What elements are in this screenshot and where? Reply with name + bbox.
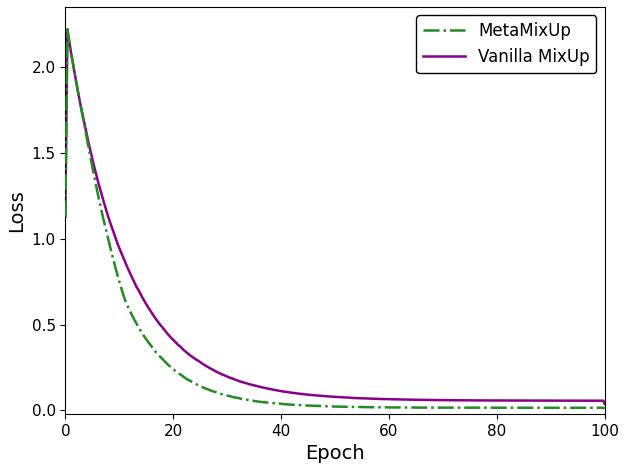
Vanilla MixUp bbox=[601, 401, 608, 407]
Vanilla MixUp bbox=[376, 396, 383, 402]
Vanilla MixUp bbox=[61, 214, 69, 219]
MetaMixUp bbox=[601, 406, 608, 411]
Vanilla MixUp bbox=[526, 398, 534, 403]
MetaMixUp bbox=[376, 405, 383, 410]
MetaMixUp bbox=[95, 197, 103, 203]
MetaMixUp bbox=[471, 405, 479, 410]
MetaMixUp bbox=[389, 405, 397, 410]
MetaMixUp bbox=[61, 214, 69, 219]
Y-axis label: Loss: Loss bbox=[7, 189, 26, 232]
Legend: MetaMixUp, Vanilla MixUp: MetaMixUp, Vanilla MixUp bbox=[416, 16, 597, 73]
MetaMixUp bbox=[526, 405, 534, 411]
Line: MetaMixUp: MetaMixUp bbox=[65, 29, 605, 408]
MetaMixUp bbox=[64, 26, 71, 32]
Vanilla MixUp bbox=[95, 183, 103, 188]
X-axis label: Epoch: Epoch bbox=[305, 444, 365, 463]
Vanilla MixUp bbox=[389, 397, 397, 402]
Vanilla MixUp bbox=[471, 398, 479, 403]
MetaMixUp bbox=[406, 405, 413, 410]
Line: Vanilla MixUp: Vanilla MixUp bbox=[65, 29, 605, 404]
Vanilla MixUp bbox=[406, 397, 413, 402]
Vanilla MixUp bbox=[64, 26, 71, 32]
